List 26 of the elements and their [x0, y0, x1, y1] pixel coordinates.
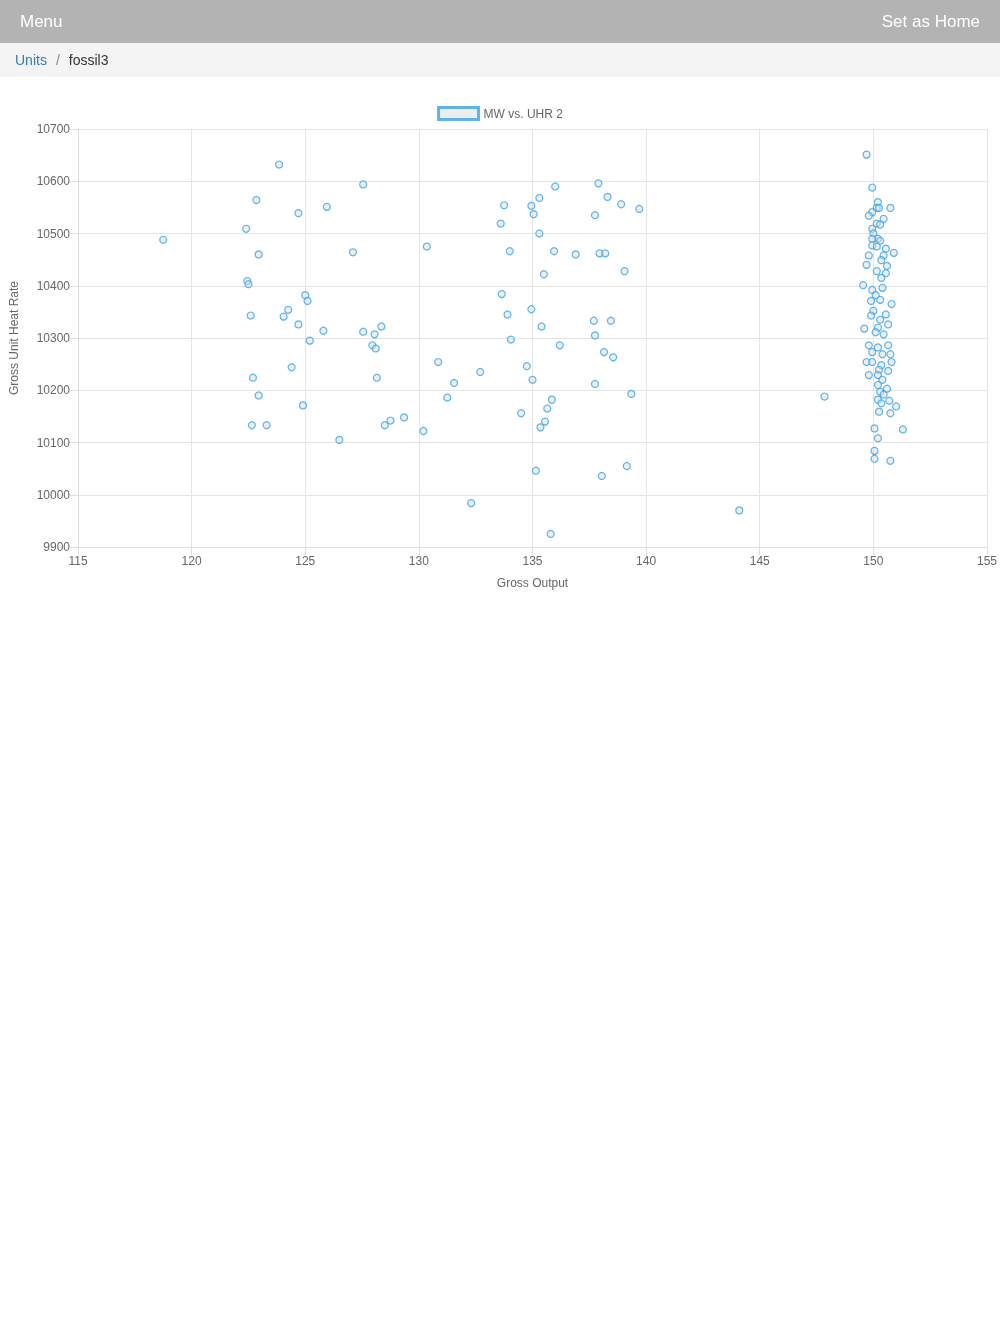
legend-label: MW vs. UHR 2	[483, 106, 564, 121]
text: fossil3	[68, 52, 109, 68]
text: Set as Home	[881, 12, 980, 32]
x-tick-label: 135	[522, 554, 543, 568]
y-tick-label: 10300	[36, 331, 71, 345]
x-tick-label: 150	[863, 554, 884, 568]
y-tick-label: 10400	[36, 278, 71, 293]
x-axis-title: Gross Output	[496, 576, 569, 590]
x-tick-label: 140	[636, 554, 657, 568]
text: /	[55, 51, 60, 70]
y-tick-label: 10100	[36, 435, 71, 450]
y-tick-label: 9900	[43, 540, 71, 554]
y-tick-label: 10500	[36, 226, 71, 241]
text: Menu	[20, 12, 63, 32]
x-tick-label: 145	[749, 554, 771, 568]
x-tick-label: 115	[68, 554, 88, 568]
text: Units	[15, 52, 47, 68]
x-tick-label: 130	[408, 554, 430, 568]
y-tick-label: 10700	[36, 122, 71, 136]
y-axis-title: Gross Unit Heat Rate	[7, 280, 21, 396]
y-tick-label: 10600	[36, 174, 71, 189]
y-tick-label: 10000	[36, 487, 71, 502]
x-tick-label: 125	[295, 554, 316, 568]
x-tick-label: 120	[181, 554, 202, 568]
y-tick-label: 10200	[36, 383, 71, 398]
x-tick-label: 155	[976, 554, 998, 568]
